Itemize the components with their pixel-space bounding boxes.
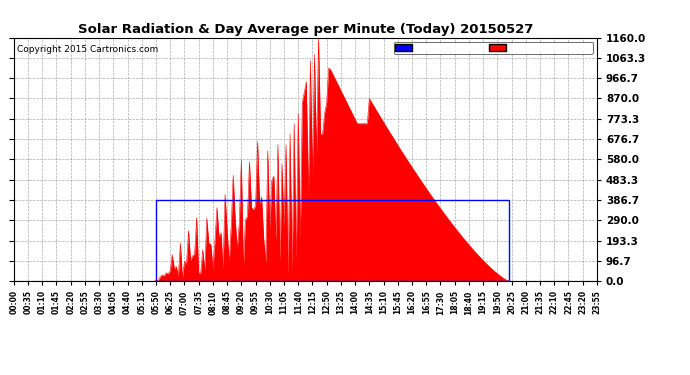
Legend: Median (W/m2), Radiation (W/m2): Median (W/m2), Radiation (W/m2) xyxy=(393,42,593,54)
Text: Copyright 2015 Cartronics.com: Copyright 2015 Cartronics.com xyxy=(17,45,158,54)
Bar xyxy=(156,200,509,281)
Title: Solar Radiation & Day Average per Minute (Today) 20150527: Solar Radiation & Day Average per Minute… xyxy=(78,23,533,36)
